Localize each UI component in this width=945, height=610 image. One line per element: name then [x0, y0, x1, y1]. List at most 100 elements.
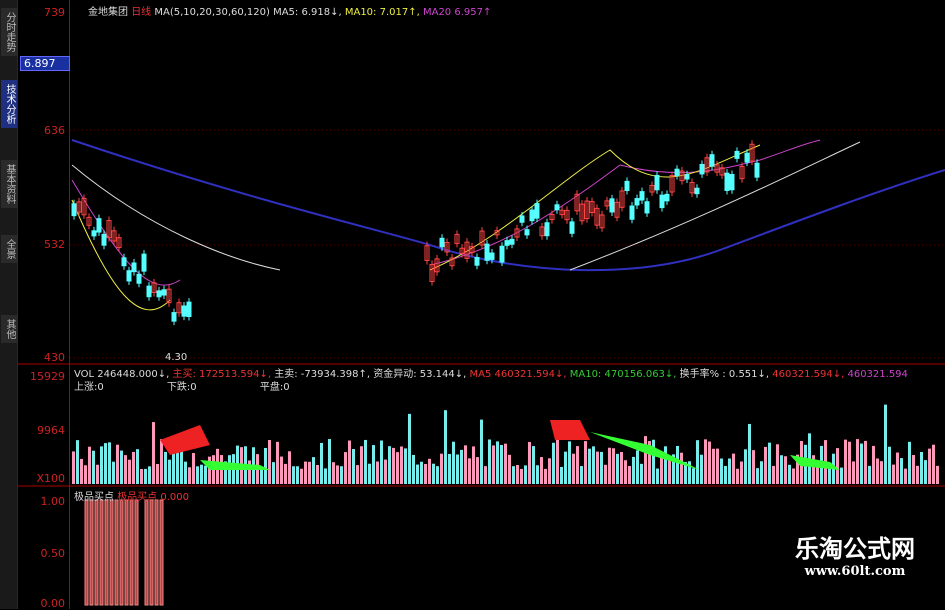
candle — [504, 240, 510, 246]
candle — [76, 201, 82, 213]
volume-bar — [444, 410, 447, 484]
volume-bar — [280, 456, 283, 484]
buy-signal-bar — [89, 499, 94, 606]
volume-bar — [368, 463, 371, 484]
volume-bar — [412, 454, 415, 484]
volume-bar — [108, 442, 111, 484]
buy-signal-bar — [94, 499, 99, 606]
volume-bar — [872, 445, 875, 484]
volume-bar — [916, 465, 919, 484]
volume-bar — [880, 461, 883, 484]
volume-bar — [652, 439, 655, 484]
volume-bar — [796, 454, 799, 484]
extra-value-2: 460321.594 — [847, 369, 908, 380]
volume-bar — [900, 458, 903, 484]
volume-bar — [504, 443, 507, 484]
volume-bar — [208, 456, 211, 484]
volume-bar — [264, 447, 267, 484]
volume-bar — [868, 465, 871, 484]
volume-bar — [340, 466, 343, 484]
candle — [181, 305, 187, 317]
candle — [754, 162, 760, 178]
candle — [529, 209, 535, 222]
volume-bar — [512, 466, 515, 484]
volume-bar — [372, 445, 375, 484]
tab-technical[interactable]: 技术分析 — [1, 80, 17, 128]
volume-bar — [436, 466, 439, 484]
ma10-value: MA10: 7.017↑, — [344, 7, 420, 18]
sell-value: 主卖: -73934.398↑, — [274, 369, 371, 380]
tab-fundamentals[interactable]: 基本资料 — [1, 160, 17, 208]
volume-bar — [404, 448, 407, 484]
candle — [629, 205, 635, 220]
volume-bar — [748, 423, 751, 484]
volume-bar — [268, 440, 271, 484]
volume-bar — [568, 441, 571, 484]
candle — [644, 201, 650, 214]
volume-bar — [540, 457, 543, 484]
candle — [454, 233, 460, 244]
volume-bar — [604, 464, 607, 484]
indicator-name: 极品买点 — [74, 492, 114, 503]
tab-other[interactable]: 其他 — [1, 315, 17, 343]
volume-bar — [488, 439, 491, 484]
candle — [524, 229, 530, 236]
tab-panorama[interactable]: 全景 — [1, 235, 17, 263]
ma10-line — [71, 144, 761, 311]
candle — [136, 273, 142, 284]
volume-bar — [316, 464, 319, 484]
volume-bar — [80, 458, 83, 484]
axis-label: 0.00 — [40, 597, 66, 610]
tab-intraday[interactable]: 分时走势 — [1, 8, 17, 56]
volume-bar — [728, 458, 731, 484]
volume-bar — [616, 453, 619, 484]
candle — [429, 264, 435, 282]
candle — [684, 174, 690, 180]
buy-value: 172513.594↓, — [199, 369, 272, 380]
candle — [639, 191, 645, 201]
ma120-line — [71, 141, 861, 271]
volume-bar — [792, 468, 795, 484]
volume-bar — [308, 461, 311, 484]
volume-bar — [716, 448, 719, 484]
volume-bar — [140, 468, 143, 484]
volume-bar — [472, 446, 475, 484]
indicator-line-name: 极品买点 — [117, 492, 158, 503]
volume-bar — [720, 458, 723, 484]
candle — [81, 198, 87, 216]
volume-bar — [884, 404, 887, 484]
volume-bar — [476, 457, 479, 484]
buy-signal-bar — [84, 499, 89, 606]
volume-bar — [532, 446, 535, 484]
volume-bar — [128, 459, 131, 484]
period[interactable]: 日线 — [131, 7, 152, 18]
main-header: 金地集团 日线 MA(5,10,20,30,60,120) MA5: 6.918… — [88, 3, 491, 18]
candle — [494, 230, 500, 236]
volume-bar — [828, 466, 831, 484]
volume-bar — [520, 468, 523, 484]
current-price: 6.897 — [20, 56, 70, 71]
volume-bar — [892, 464, 895, 484]
down-count: 下跌:0 — [166, 382, 197, 393]
volume-bar — [576, 446, 579, 484]
low-label: 4.30 — [165, 352, 188, 363]
volume-bar — [696, 440, 699, 484]
candle — [619, 190, 625, 208]
volume-bar — [516, 464, 519, 484]
volume-bar — [260, 468, 263, 484]
volume-bar — [400, 446, 403, 484]
candle — [569, 221, 575, 234]
volume-bar — [496, 441, 499, 484]
buy-signal-bar — [134, 499, 139, 606]
volume-bar — [736, 468, 739, 484]
volume-bar — [96, 464, 99, 484]
volume-bar — [708, 441, 711, 484]
candle — [604, 200, 610, 207]
volume-bar — [224, 461, 227, 484]
volume-bar — [784, 456, 787, 484]
candle — [584, 200, 590, 220]
volume-bar — [524, 465, 527, 484]
volume-bar — [312, 457, 315, 484]
axis-label: 0.50 — [40, 547, 66, 560]
